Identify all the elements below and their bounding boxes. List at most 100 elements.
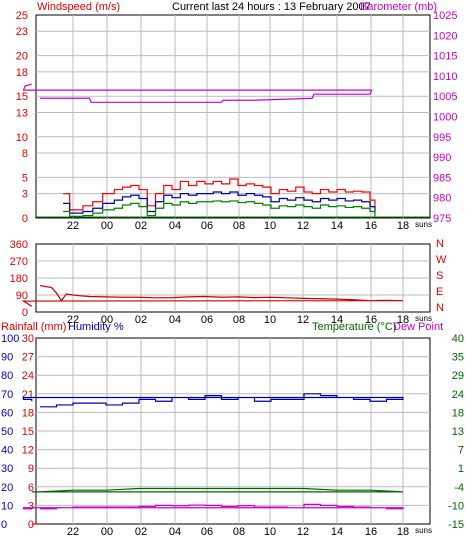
direction-x-tick-label: 14 <box>331 314 343 326</box>
wind-x-tick-label: 14 <box>331 220 343 232</box>
header-title: Current last 24 hours : 13 February 2007 <box>172 1 371 13</box>
compass-label: S <box>436 270 443 282</box>
barometer-y-tick-label: 1010 <box>433 71 457 83</box>
temperature-y-tick-label: -10 <box>448 500 464 512</box>
wind-x-tick-label: 00 <box>101 220 113 232</box>
wind-x-tick-label: 08 <box>233 220 245 232</box>
barometer-y-tick-label: 1005 <box>433 91 457 103</box>
wind-y-tick-label: 13 <box>16 107 28 119</box>
rain-y-tick-label: 3 <box>28 500 34 512</box>
wind-lull-line <box>63 200 376 217</box>
wind-panel-frame <box>35 14 431 219</box>
barometer-line <box>22 83 373 103</box>
lower-x-tick-label: 16 <box>365 526 377 538</box>
direction-y-tick-label: 0 <box>22 307 28 319</box>
direction-line <box>21 284 404 307</box>
humidity-y-tick-label: 100 <box>1 333 19 345</box>
humidity-line <box>22 393 404 408</box>
wind-y-tick-label: 0 <box>22 213 28 225</box>
barometer-y-tick-label: 985 <box>433 172 451 184</box>
barometer-y-tick-label: 980 <box>433 193 451 205</box>
wind-x-tick-label: 22 <box>67 220 79 232</box>
humidity-y-tick-label: 20 <box>1 482 13 494</box>
direction-x-tick-label: 18 <box>397 314 409 326</box>
temperature-y-tick-label: 40 <box>452 333 464 345</box>
wind-average-line <box>63 191 376 214</box>
wind-y-tick-label: 23 <box>16 26 28 38</box>
direction-x-tick-label: 10 <box>264 314 276 326</box>
wind-x-tick-label: 18 <box>397 220 409 232</box>
lower-suns-label: suns <box>415 526 432 535</box>
humidity-y-tick-label: 70 <box>1 389 13 401</box>
humidity-y-tick-label: 80 <box>1 370 13 382</box>
wind-x-tick-label: 02 <box>135 220 147 232</box>
wind-y-tick-label: 5 <box>22 172 28 184</box>
lower-x-tick-label: 00 <box>101 526 113 538</box>
rain-y-tick-label: 27 <box>22 352 34 364</box>
wind-gust-line <box>63 178 376 211</box>
humidity-y-tick-label: 40 <box>1 445 13 457</box>
humidity-y-tick-label: 50 <box>1 426 13 438</box>
barometer-y-tick-label: 1015 <box>433 51 457 63</box>
wind-x-tick-label: 12 <box>297 220 309 232</box>
rain-y-tick-label: 24 <box>22 370 34 382</box>
rain-y-tick-label: 0 <box>28 519 34 531</box>
temperature-y-tick-label: 7 <box>458 445 464 457</box>
lower-x-tick-label: 10 <box>264 526 276 538</box>
dewpoint-title: Dew Point <box>393 321 443 333</box>
rain-y-tick-label: 18 <box>22 407 34 419</box>
direction-y-tick-label: 270 <box>10 256 28 268</box>
lower-x-tick-label: 12 <box>297 526 309 538</box>
temperature-title: Temperature (°C) <box>312 321 396 333</box>
direction-x-tick-label: 22 <box>67 314 79 326</box>
wind-x-tick-label: 16 <box>365 220 377 232</box>
direction-y-tick-label: 180 <box>10 273 28 285</box>
direction-x-tick-label: 04 <box>169 314 181 326</box>
barometer-y-tick-label: 990 <box>433 152 451 164</box>
barometer-y-tick-label: 995 <box>433 132 451 144</box>
temperature-y-tick-label: 35 <box>452 352 464 364</box>
direction-x-tick-label: 12 <box>297 314 309 326</box>
direction-x-tick-label: 06 <box>201 314 213 326</box>
compass-label: N <box>436 238 444 250</box>
barometer-y-tick-label: 975 <box>433 213 451 225</box>
lower-x-tick-label: 08 <box>233 526 245 538</box>
direction-suns-label: suns <box>415 314 432 323</box>
lower-x-tick-label: 18 <box>397 526 409 538</box>
humidity-title: Humidity % <box>68 321 124 333</box>
direction-x-tick-label: 08 <box>233 314 245 326</box>
wind-y-tick-label: 8 <box>22 148 28 160</box>
barometer-y-tick-label: 1020 <box>433 30 457 42</box>
wind-y-tick-label: 3 <box>22 189 28 201</box>
wind-y-tick-label: 10 <box>16 132 28 144</box>
barometer-y-tick-label: 1025 <box>433 10 457 22</box>
rain-y-tick-label: 15 <box>22 426 34 438</box>
lower-x-tick-label: 02 <box>135 526 147 538</box>
direction-x-tick-label: 00 <box>101 314 113 326</box>
lower-x-tick-label: 22 <box>67 526 79 538</box>
direction-y-tick-label: 90 <box>16 290 28 302</box>
wind-y-tick-label: 20 <box>16 51 28 63</box>
rain-y-tick-label: 12 <box>22 445 34 457</box>
temperature-y-tick-label: 13 <box>452 426 464 438</box>
temperature-line <box>31 487 404 493</box>
temperature-y-tick-label: -4 <box>454 482 464 494</box>
wind-suns-label: suns <box>415 220 432 229</box>
wind-x-tick-label: 06 <box>201 220 213 232</box>
temperature-y-tick-label: 29 <box>452 370 464 382</box>
compass-label: N <box>436 302 444 314</box>
wind-y-tick-label: 25 <box>16 10 28 22</box>
humidity-y-tick-label: 90 <box>1 352 13 364</box>
humidity-y-tick-label: 60 <box>1 407 13 419</box>
temperature-y-tick-label: 18 <box>452 407 464 419</box>
direction-x-tick-label: 02 <box>135 314 147 326</box>
humidity-y-tick-label: 0 <box>1 519 7 531</box>
direction-y-tick-label: 360 <box>10 239 28 251</box>
direction-x-tick-label: 16 <box>365 314 377 326</box>
rainfall-title: Rainfall (mm) <box>1 321 66 333</box>
temperature-y-tick-label: -15 <box>448 519 464 531</box>
temperature-y-tick-label: 24 <box>452 389 464 401</box>
temperature-y-tick-label: 1 <box>458 463 464 475</box>
lower-x-tick-label: 06 <box>201 526 213 538</box>
